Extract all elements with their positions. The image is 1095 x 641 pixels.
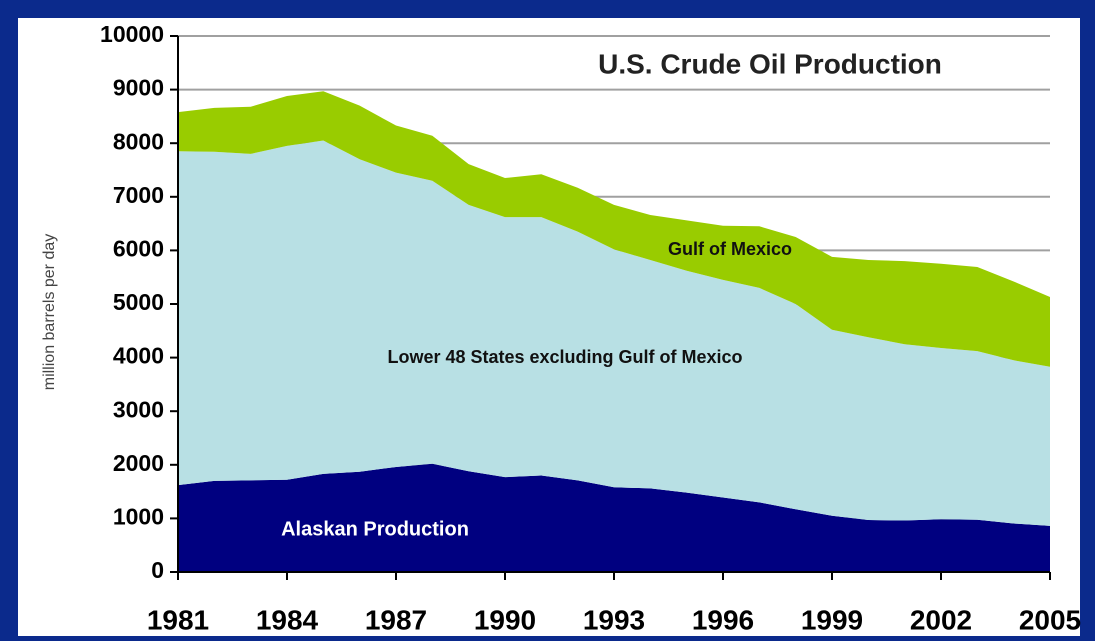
x-tick-label: 2002 <box>910 604 972 635</box>
y-axis-label: million barrels per day <box>41 234 58 391</box>
y-tick-label: 2000 <box>113 450 164 476</box>
x-tick-label: 1987 <box>365 604 427 635</box>
y-tick-label: 6000 <box>113 235 164 261</box>
y-tick-label: 3000 <box>113 396 164 422</box>
y-tick-label: 5000 <box>113 289 164 315</box>
x-tick-label: 1984 <box>256 604 319 635</box>
area <box>178 91 1050 367</box>
y-tick-label: 0 <box>151 557 164 583</box>
series-label: Lower 48 States excluding Gulf of Mexico <box>387 347 742 367</box>
area <box>178 140 1050 526</box>
y-tick-label: 8000 <box>113 128 164 154</box>
x-tick-label: 1990 <box>474 604 536 635</box>
areas <box>178 91 1050 572</box>
x-tick-label: 1981 <box>147 604 209 635</box>
y-tick-label: 4000 <box>113 343 164 369</box>
series-label: Gulf of Mexico <box>668 239 792 259</box>
y-tick-label: 7000 <box>113 182 164 208</box>
chart-title: U.S. Crude Oil Production <box>598 48 942 79</box>
x-tick-label: 1999 <box>801 604 863 635</box>
area <box>178 463 1050 572</box>
y-tick-label: 9000 <box>113 75 164 101</box>
series-label: Alaskan Production <box>281 518 469 540</box>
x-tick-label: 1996 <box>692 604 754 635</box>
y-tick-label: 1000 <box>113 503 164 529</box>
x-tick-label: 2005 <box>1019 604 1081 635</box>
axes: 0 1000 2000 3000 4000 5000 6000 7000 8000 9000 100… <box>100 21 1081 635</box>
y-tick-label: 10000 <box>100 21 164 47</box>
x-tick-label: 1993 <box>583 604 645 635</box>
